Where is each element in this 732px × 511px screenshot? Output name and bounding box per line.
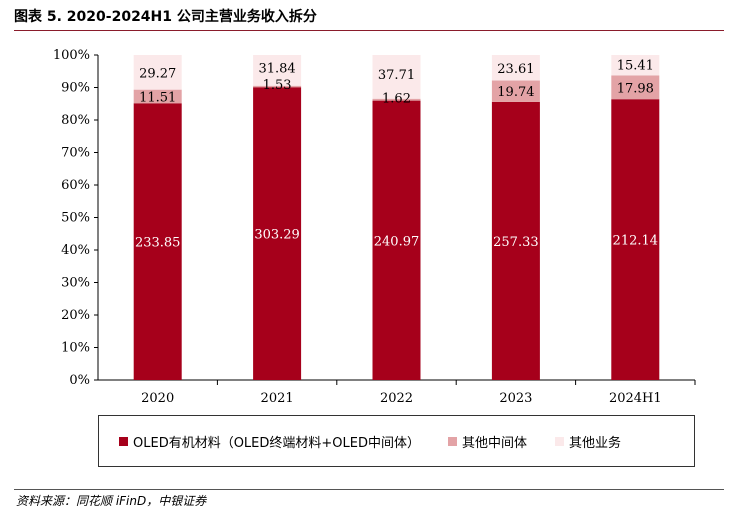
y-tick-label: 20% — [61, 308, 90, 323]
value-label-oled: 240.97 — [374, 234, 420, 249]
bar-segment-other-intermediates — [611, 75, 660, 100]
bar-segment-other-business — [253, 55, 302, 86]
value-label-other-business: 29.27 — [139, 66, 176, 81]
legend-swatch-other-intermediates — [448, 436, 457, 446]
legend-label-other-business: 其他业务 — [569, 435, 622, 451]
value-label-oled: 257.33 — [493, 235, 539, 250]
legend-swatch-oled — [119, 436, 128, 446]
y-tick-label: 10% — [61, 341, 90, 356]
bar-segment-other-business — [491, 55, 540, 81]
bar-segment-other-intermediates — [372, 98, 421, 101]
x-tick-label: 2023 — [499, 391, 532, 406]
value-label-oled: 233.85 — [135, 236, 181, 251]
value-label-other-intermediates: 1.53 — [263, 78, 292, 93]
x-tick-label: 2024H1 — [609, 391, 662, 406]
legend-item-other-business: 其他业务 — [555, 432, 621, 451]
bar-segment-oled — [611, 99, 660, 380]
legend: OLED有机材料（OLED终端材料+OLED中间体） 其他中间体 其他业务 — [98, 415, 695, 467]
stacked-bar-chart: 0% 10% 20% 30% 40% 50% 60% 70% 80% 90% 100% 233.85 1… — [53, 48, 696, 406]
bar-segment-oled — [491, 101, 540, 380]
bar-segment-other-business — [133, 55, 182, 90]
value-label-other-intermediates: 19.74 — [497, 85, 534, 100]
y-tick-label: 60% — [61, 178, 90, 193]
x-tick-label: 2022 — [380, 391, 413, 406]
bar-segment-other-intermediates — [491, 80, 540, 102]
value-label-other-business: 37.71 — [378, 68, 415, 83]
source-note: 资料来源：同花顺 iFinD，中银证券 — [16, 494, 207, 508]
chart-title: 图表 5. 2020-2024H1 公司主营业务收入拆分 — [14, 9, 317, 25]
legend-label-other-intermediates: 其他中间体 — [462, 435, 528, 451]
value-label-other-intermediates: 11.51 — [139, 90, 176, 105]
value-label-other-business: 15.41 — [617, 58, 654, 73]
value-label-other-intermediates: 17.98 — [617, 81, 654, 96]
y-tick-label: 100% — [53, 48, 90, 63]
value-label-oled: 303.29 — [254, 228, 300, 243]
legend-item-oled: OLED有机材料（OLED终端材料+OLED中间体） — [119, 432, 420, 451]
x-tick-label: 2020 — [141, 391, 174, 406]
bar-segment-other-business — [372, 55, 421, 99]
bar-segment-other-intermediates — [133, 89, 182, 104]
y-tick-label: 0% — [69, 373, 90, 388]
value-label-oled: 212.14 — [613, 234, 659, 249]
bar-segment-oled — [133, 103, 182, 381]
legend-swatch-other-business — [555, 436, 565, 446]
y-tick-label: 30% — [61, 276, 90, 291]
value-label-other-business: 23.61 — [497, 62, 534, 77]
y-tick-label: 40% — [61, 243, 90, 258]
bar-segment-oled — [253, 87, 302, 381]
value-label-other-business: 31.84 — [258, 61, 295, 76]
y-tick-label: 50% — [61, 211, 90, 226]
title-rule — [14, 30, 724, 31]
bar-segment-other-business — [611, 55, 660, 76]
y-tick-label: 70% — [61, 146, 90, 161]
footer-rule — [14, 489, 724, 490]
y-tick-label: 90% — [61, 81, 90, 96]
legend-label-oled: OLED有机材料（OLED终端材料+OLED中间体） — [133, 435, 420, 451]
bar-segment-oled — [372, 100, 421, 380]
bar-segment-other-intermediates — [253, 85, 302, 88]
value-label-other-intermediates: 1.62 — [382, 92, 411, 107]
legend-item-other-intermediates: 其他中间体 — [448, 432, 527, 451]
y-tick-label: 80% — [61, 113, 90, 128]
x-tick-label: 2021 — [261, 391, 294, 406]
